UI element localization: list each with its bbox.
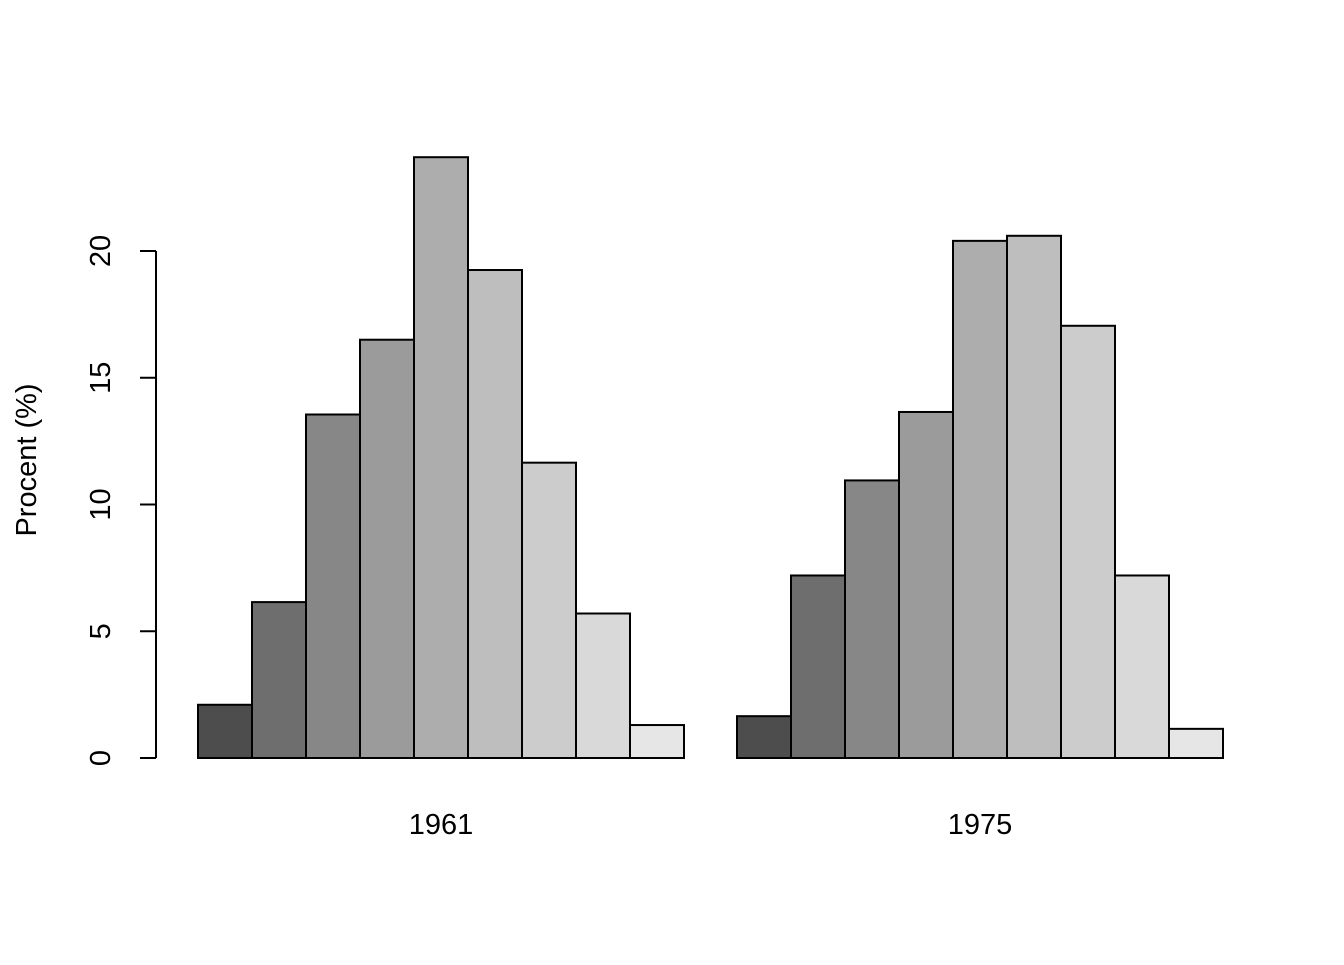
- bar-1961-1: [197, 703, 253, 760]
- category-label-1975: 1975: [948, 809, 1013, 841]
- bar-1975-7: [1060, 324, 1116, 759]
- bar-1975-2: [790, 574, 846, 759]
- bar-1961-5: [413, 156, 469, 759]
- bar-1975-5: [952, 239, 1008, 760]
- bar-1961-9: [629, 724, 685, 759]
- bar-1975-9: [1168, 727, 1224, 759]
- category-label-1961: 1961: [409, 809, 474, 841]
- y-tick-label-20: 20: [85, 235, 117, 267]
- category-labels: 1961 1975: [409, 809, 1013, 841]
- bar-1975-1: [736, 715, 792, 759]
- bar-1961-3: [305, 413, 361, 759]
- bar-group-1975: [736, 234, 1224, 760]
- y-tick-label-15: 15: [85, 362, 117, 394]
- bar-1975-3: [844, 479, 900, 759]
- y-axis-title: Procent (%): [11, 383, 43, 536]
- bar-group-1961: [197, 156, 685, 760]
- bar-1975-4: [898, 410, 954, 759]
- y-tick-label-5: 5: [85, 623, 117, 639]
- y-tick-label-0: 0: [85, 750, 117, 766]
- y-tick-label-10: 10: [85, 488, 117, 520]
- bar-1961-8: [575, 612, 631, 759]
- y-axis: 0 5 10 15 20: [85, 235, 157, 766]
- bar-1975-8: [1114, 574, 1170, 759]
- bar-1961-4: [359, 338, 415, 759]
- bars-layer: [197, 156, 1224, 760]
- bar-1961-6: [467, 269, 523, 759]
- bar-1961-7: [521, 461, 577, 759]
- bar-1975-6: [1006, 234, 1062, 760]
- bar-1961-2: [251, 601, 307, 759]
